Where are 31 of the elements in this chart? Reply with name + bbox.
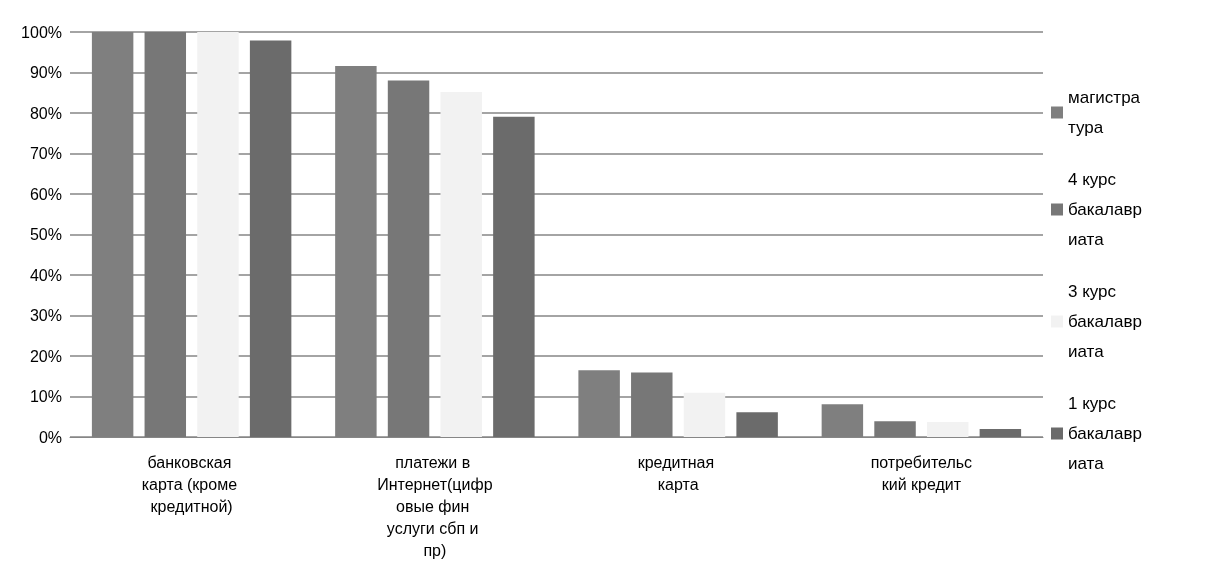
x-tick-label: кредитная карта bbox=[637, 453, 719, 493]
y-tick-label: 60% bbox=[29, 185, 62, 203]
bar bbox=[249, 40, 292, 437]
y-tick-label: 40% bbox=[29, 266, 62, 284]
y-tick-label: 0% bbox=[38, 428, 62, 446]
bar bbox=[440, 91, 482, 437]
bar bbox=[144, 32, 187, 437]
y-tick-label: 10% bbox=[29, 388, 62, 405]
y-tick-label: 90% bbox=[29, 64, 62, 81]
legend-label: 1 курс бакалавриата bbox=[1068, 394, 1142, 473]
bar bbox=[874, 421, 916, 437]
x-tick-label: платежи в Интернет(цифровые фин услуги сбп и пр) bbox=[377, 453, 493, 559]
legend-label: 3 курс бакалавриата bbox=[1068, 282, 1142, 361]
y-tick-label: 50% bbox=[29, 226, 62, 243]
bar bbox=[926, 422, 969, 437]
x-tick-label: банковская карта (кроме кредитной) bbox=[141, 453, 242, 515]
y-tick-label: 70% bbox=[29, 145, 62, 162]
y-tick-label: 20% bbox=[29, 347, 62, 365]
bar bbox=[387, 80, 430, 437]
bar bbox=[493, 116, 535, 437]
legend-label: 4 курс бакалавриата bbox=[1068, 170, 1142, 249]
bar bbox=[683, 392, 726, 437]
bar bbox=[197, 32, 239, 437]
bar bbox=[979, 428, 1022, 437]
y-tick-label: 100% bbox=[21, 23, 62, 41]
bar bbox=[736, 412, 778, 437]
y-tick-label: 80% bbox=[29, 104, 62, 122]
legend-label: магистратура bbox=[1068, 88, 1141, 137]
y-tick-label: 30% bbox=[29, 307, 62, 324]
bar bbox=[631, 372, 673, 437]
x-tick-label: потребительский кредит bbox=[870, 453, 973, 493]
